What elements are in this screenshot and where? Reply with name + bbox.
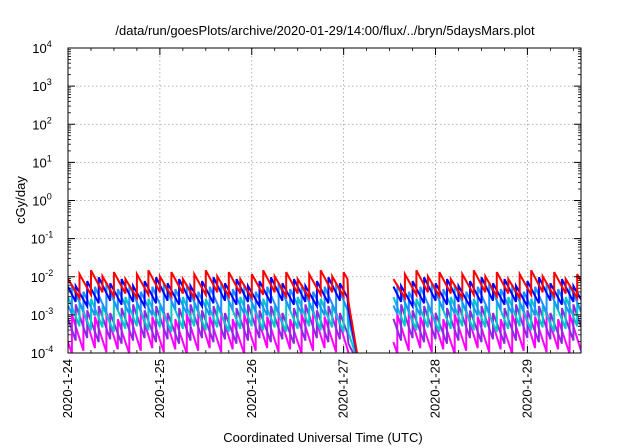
y-tick-label: 103 [32,77,51,94]
y-tick-label: 10-1 [31,230,53,247]
series-line [68,276,581,353]
series-line [68,269,581,353]
series-line [68,304,581,353]
y-tick-label: 100 [32,192,51,209]
x-tick-label: 2020-1-28 [428,359,443,418]
x-tick-label: 2020-1-27 [336,359,351,418]
ticks [67,47,581,354]
y-tick-label: 10-4 [31,344,53,361]
series-line [68,282,581,353]
y-tick-label: 10-2 [31,268,53,285]
series-line [68,296,581,353]
y-tick-labels: 10-4 10-3 10-2 10-1 100 101 102 103 104 [31,39,53,361]
x-tick-label: 2020-1-24 [60,359,75,418]
y-tick-label: 101 [32,153,51,170]
chart-title: /data/run/goesPlots/archive/2020-01-29/1… [115,23,535,38]
x-tick-labels: 2020-1-24 2020-1-25 2020-1-26 2020-1-27 2020… [60,359,534,418]
x-axis-label: Coordinated Universal Time (UTC) [223,430,422,445]
series-group [68,269,581,353]
y-tick-label: 104 [32,39,51,56]
y-tick-label: 10-3 [31,306,53,323]
y-axis-label: cGy/day [13,176,28,224]
x-tick-label: 2020-1-29 [519,359,534,418]
y-tick-label: 102 [32,115,51,132]
x-tick-label: 2020-1-25 [152,359,167,418]
x-tick-label: 2020-1-26 [244,359,259,418]
